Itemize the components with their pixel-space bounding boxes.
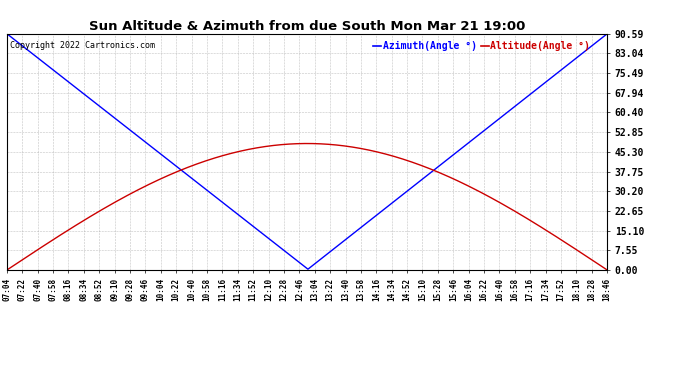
Title: Sun Altitude & Azimuth from due South Mon Mar 21 19:00: Sun Altitude & Azimuth from due South Mo… <box>89 20 525 33</box>
Text: Copyright 2022 Cartronics.com: Copyright 2022 Cartronics.com <box>10 41 155 50</box>
Legend: Azimuth(Angle °), Altitude(Angle °): Azimuth(Angle °), Altitude(Angle °) <box>373 41 591 51</box>
